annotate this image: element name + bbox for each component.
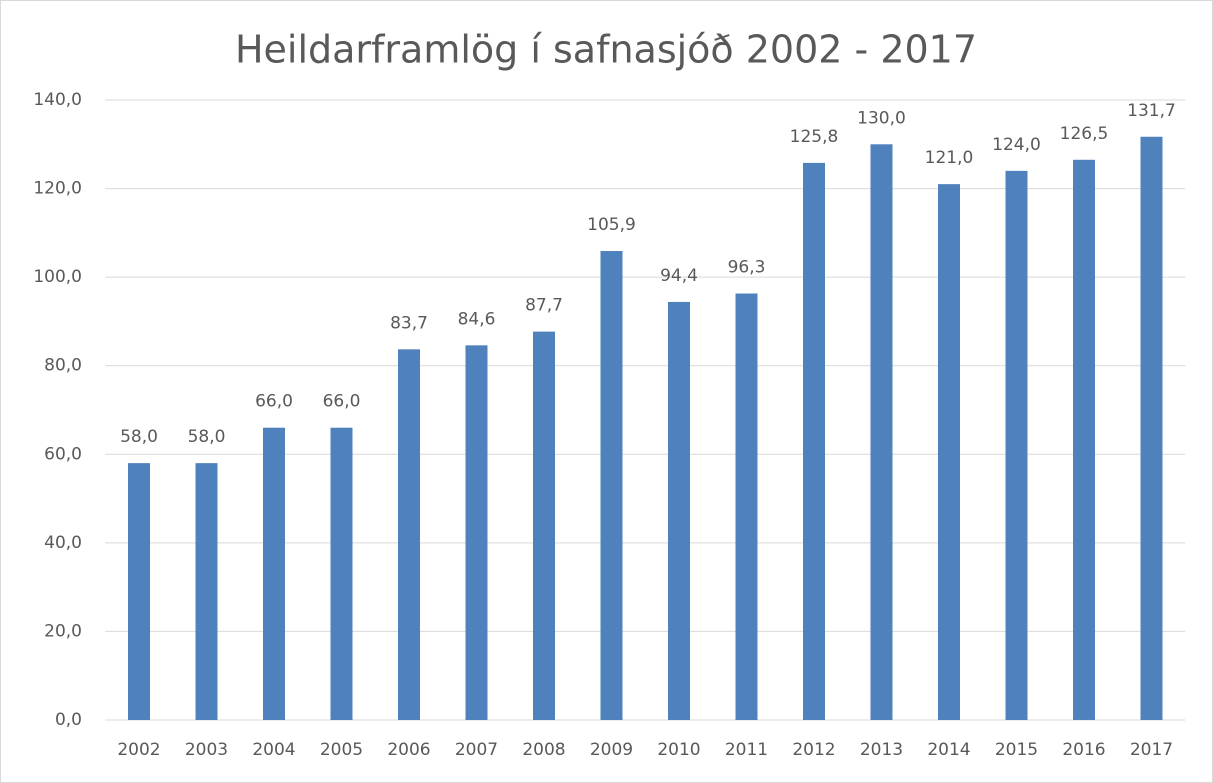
bar [870, 144, 893, 721]
y-tick-label: 120,0 [33, 179, 82, 199]
bar [263, 427, 285, 720]
data-label: 58,0 [120, 427, 158, 447]
x-tick-label: 2003 [185, 740, 228, 760]
x-tick-label: 2013 [860, 740, 903, 760]
x-tick-label: 2007 [455, 740, 498, 760]
x-tick-label: 2015 [995, 740, 1038, 760]
x-tick-label: 2005 [320, 740, 363, 760]
data-label: 84,6 [458, 309, 496, 329]
data-label: 131,7 [1127, 101, 1176, 121]
data-label: 105,9 [587, 215, 636, 235]
data-label: 66,0 [323, 392, 361, 412]
y-tick-label: 140,0 [33, 90, 82, 110]
x-tick-label: 2010 [657, 740, 700, 760]
data-label: 126,5 [1060, 124, 1109, 144]
bar [938, 184, 960, 721]
x-tick-label: 2008 [522, 740, 565, 760]
x-tick-label: 2012 [792, 740, 835, 760]
data-label: 130,0 [857, 108, 906, 128]
bar [533, 331, 555, 720]
x-tick-label: 2009 [590, 740, 633, 760]
y-tick-label: 0,0 [55, 710, 82, 730]
bar [735, 293, 758, 720]
bar [128, 463, 150, 720]
bar [330, 427, 353, 720]
data-label: 94,4 [660, 266, 698, 286]
data-label: 124,0 [992, 135, 1041, 155]
x-tick-label: 2016 [1062, 740, 1105, 760]
data-label: 83,7 [390, 313, 428, 333]
y-tick-label: 20,0 [44, 621, 82, 641]
bar [600, 251, 623, 720]
y-tick-label: 60,0 [44, 444, 82, 464]
bar [465, 345, 488, 720]
y-tick-label: 100,0 [33, 267, 82, 287]
bar [1005, 170, 1028, 720]
x-tick-label: 2006 [387, 740, 430, 760]
bar [195, 463, 218, 720]
x-tick-label: 2004 [252, 740, 295, 760]
x-tick-label: 2011 [725, 740, 768, 760]
data-label: 58,0 [188, 427, 226, 447]
x-tick-label: 2014 [927, 740, 970, 760]
bar [803, 162, 825, 720]
bar [398, 349, 420, 720]
data-label: 125,8 [790, 127, 839, 147]
x-tick-label: 2002 [117, 740, 160, 760]
bar [1073, 159, 1095, 721]
y-tick-label: 40,0 [44, 533, 82, 553]
chart-title: Heildarframlög í safnasjóð 2002 - 2017 [235, 28, 977, 72]
y-tick-label: 80,0 [44, 356, 82, 376]
data-label: 121,0 [925, 148, 974, 168]
x-tick-label: 2017 [1130, 740, 1173, 760]
bar [668, 301, 690, 720]
data-label: 87,7 [525, 296, 563, 316]
bar [1140, 136, 1163, 720]
data-label: 96,3 [728, 258, 766, 278]
data-label: 66,0 [255, 392, 293, 412]
